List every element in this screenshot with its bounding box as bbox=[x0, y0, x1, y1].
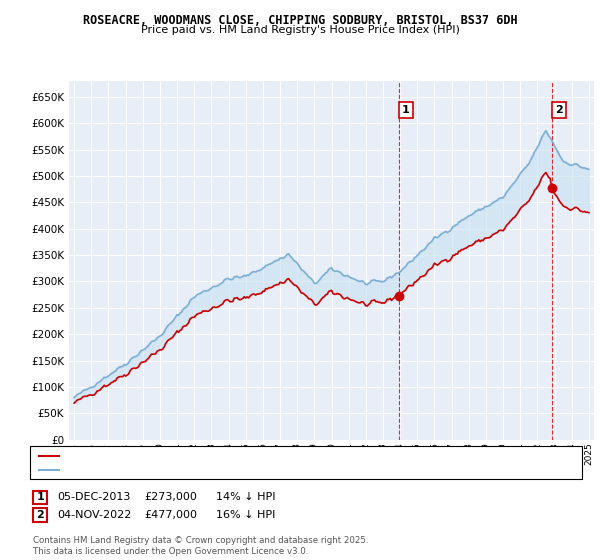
Text: 14% ↓ HPI: 14% ↓ HPI bbox=[216, 492, 275, 502]
Text: 2: 2 bbox=[555, 105, 563, 115]
Text: 05-DEC-2013: 05-DEC-2013 bbox=[57, 492, 130, 502]
Text: 1: 1 bbox=[37, 492, 44, 502]
Text: HPI: Average price, detached house, South Gloucestershire: HPI: Average price, detached house, Sout… bbox=[62, 466, 343, 475]
Text: ROSEACRE, WOODMANS CLOSE, CHIPPING SODBURY, BRISTOL, BS37 6DH (detached house): ROSEACRE, WOODMANS CLOSE, CHIPPING SODBU… bbox=[62, 452, 498, 461]
Text: £273,000: £273,000 bbox=[144, 492, 197, 502]
Text: Price paid vs. HM Land Registry's House Price Index (HPI): Price paid vs. HM Land Registry's House … bbox=[140, 25, 460, 35]
Text: ROSEACRE, WOODMANS CLOSE, CHIPPING SODBURY, BRISTOL, BS37 6DH: ROSEACRE, WOODMANS CLOSE, CHIPPING SODBU… bbox=[83, 14, 517, 27]
Text: 2: 2 bbox=[37, 510, 44, 520]
Text: 1: 1 bbox=[402, 105, 410, 115]
Text: 04-NOV-2022: 04-NOV-2022 bbox=[57, 510, 131, 520]
Text: £477,000: £477,000 bbox=[144, 510, 197, 520]
Text: 16% ↓ HPI: 16% ↓ HPI bbox=[216, 510, 275, 520]
Text: Contains HM Land Registry data © Crown copyright and database right 2025.
This d: Contains HM Land Registry data © Crown c… bbox=[33, 536, 368, 556]
